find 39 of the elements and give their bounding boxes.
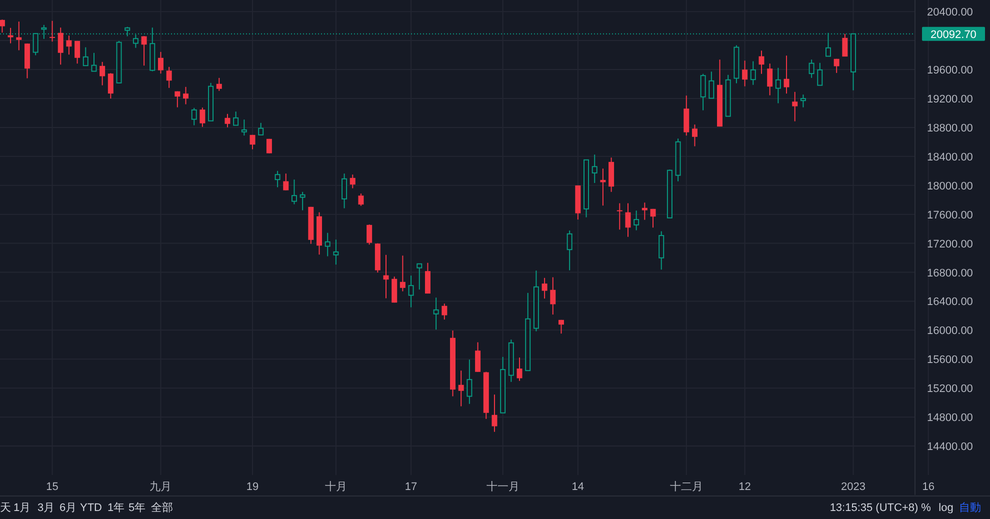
- text: 自動: [959, 502, 981, 514]
- y-tick-label: 18400.00: [927, 151, 973, 164]
- text: YTD: [80, 502, 102, 514]
- x-tick-label: 17: [404, 481, 418, 493]
- x-tick-label: 15: [46, 481, 58, 493]
- y-tick-label: 16000.00: [927, 325, 973, 338]
- x-tick-label: 12: [738, 481, 751, 493]
- y-tick-label: 14400.00: [927, 441, 973, 454]
- x-tick-label: 十月: [324, 480, 347, 493]
- text: 天: [0, 502, 11, 514]
- y-tick-label: 16800.00: [927, 267, 973, 280]
- y-tick-label: 15200.00: [927, 383, 973, 396]
- text: 5年: [128, 502, 146, 514]
- x-tick-label: 十二月: [670, 480, 703, 493]
- y-tick-label: 15600.00: [927, 354, 973, 366]
- text: 3月: [37, 502, 55, 514]
- x-tick-label: 19: [246, 481, 259, 493]
- text: 1月: [13, 502, 31, 514]
- y-tick-label: 20400.00: [927, 6, 973, 19]
- text: log: [938, 502, 954, 514]
- y-tick-label: 18800.00: [927, 122, 973, 134]
- y-tick-label: 19600.00: [927, 64, 973, 77]
- y-tick-label: 14800.00: [927, 412, 973, 424]
- y-tick-label: 17600.00: [927, 209, 973, 222]
- x-tick-label: 2023: [841, 481, 866, 493]
- ref-line-label: 20092.70: [930, 28, 976, 41]
- y-tick-label: 18000.00: [927, 180, 973, 192]
- y-tick-label: 19200.00: [927, 93, 973, 106]
- x-tick-label: 九月: [150, 480, 172, 493]
- text: 1年: [107, 502, 125, 514]
- y-tick-label: 17200.00: [927, 238, 973, 250]
- text: %: [921, 502, 932, 514]
- x-tick-label: 14: [572, 481, 584, 493]
- text: 全部: [151, 501, 173, 514]
- text: 13:15:35 (UTC+8): [830, 502, 918, 514]
- x-tick-label: 十一月: [486, 480, 520, 493]
- x-tick-label: 16: [922, 481, 934, 493]
- y-tick-label: 16400.00: [927, 296, 973, 308]
- text: 6月: [59, 502, 77, 514]
